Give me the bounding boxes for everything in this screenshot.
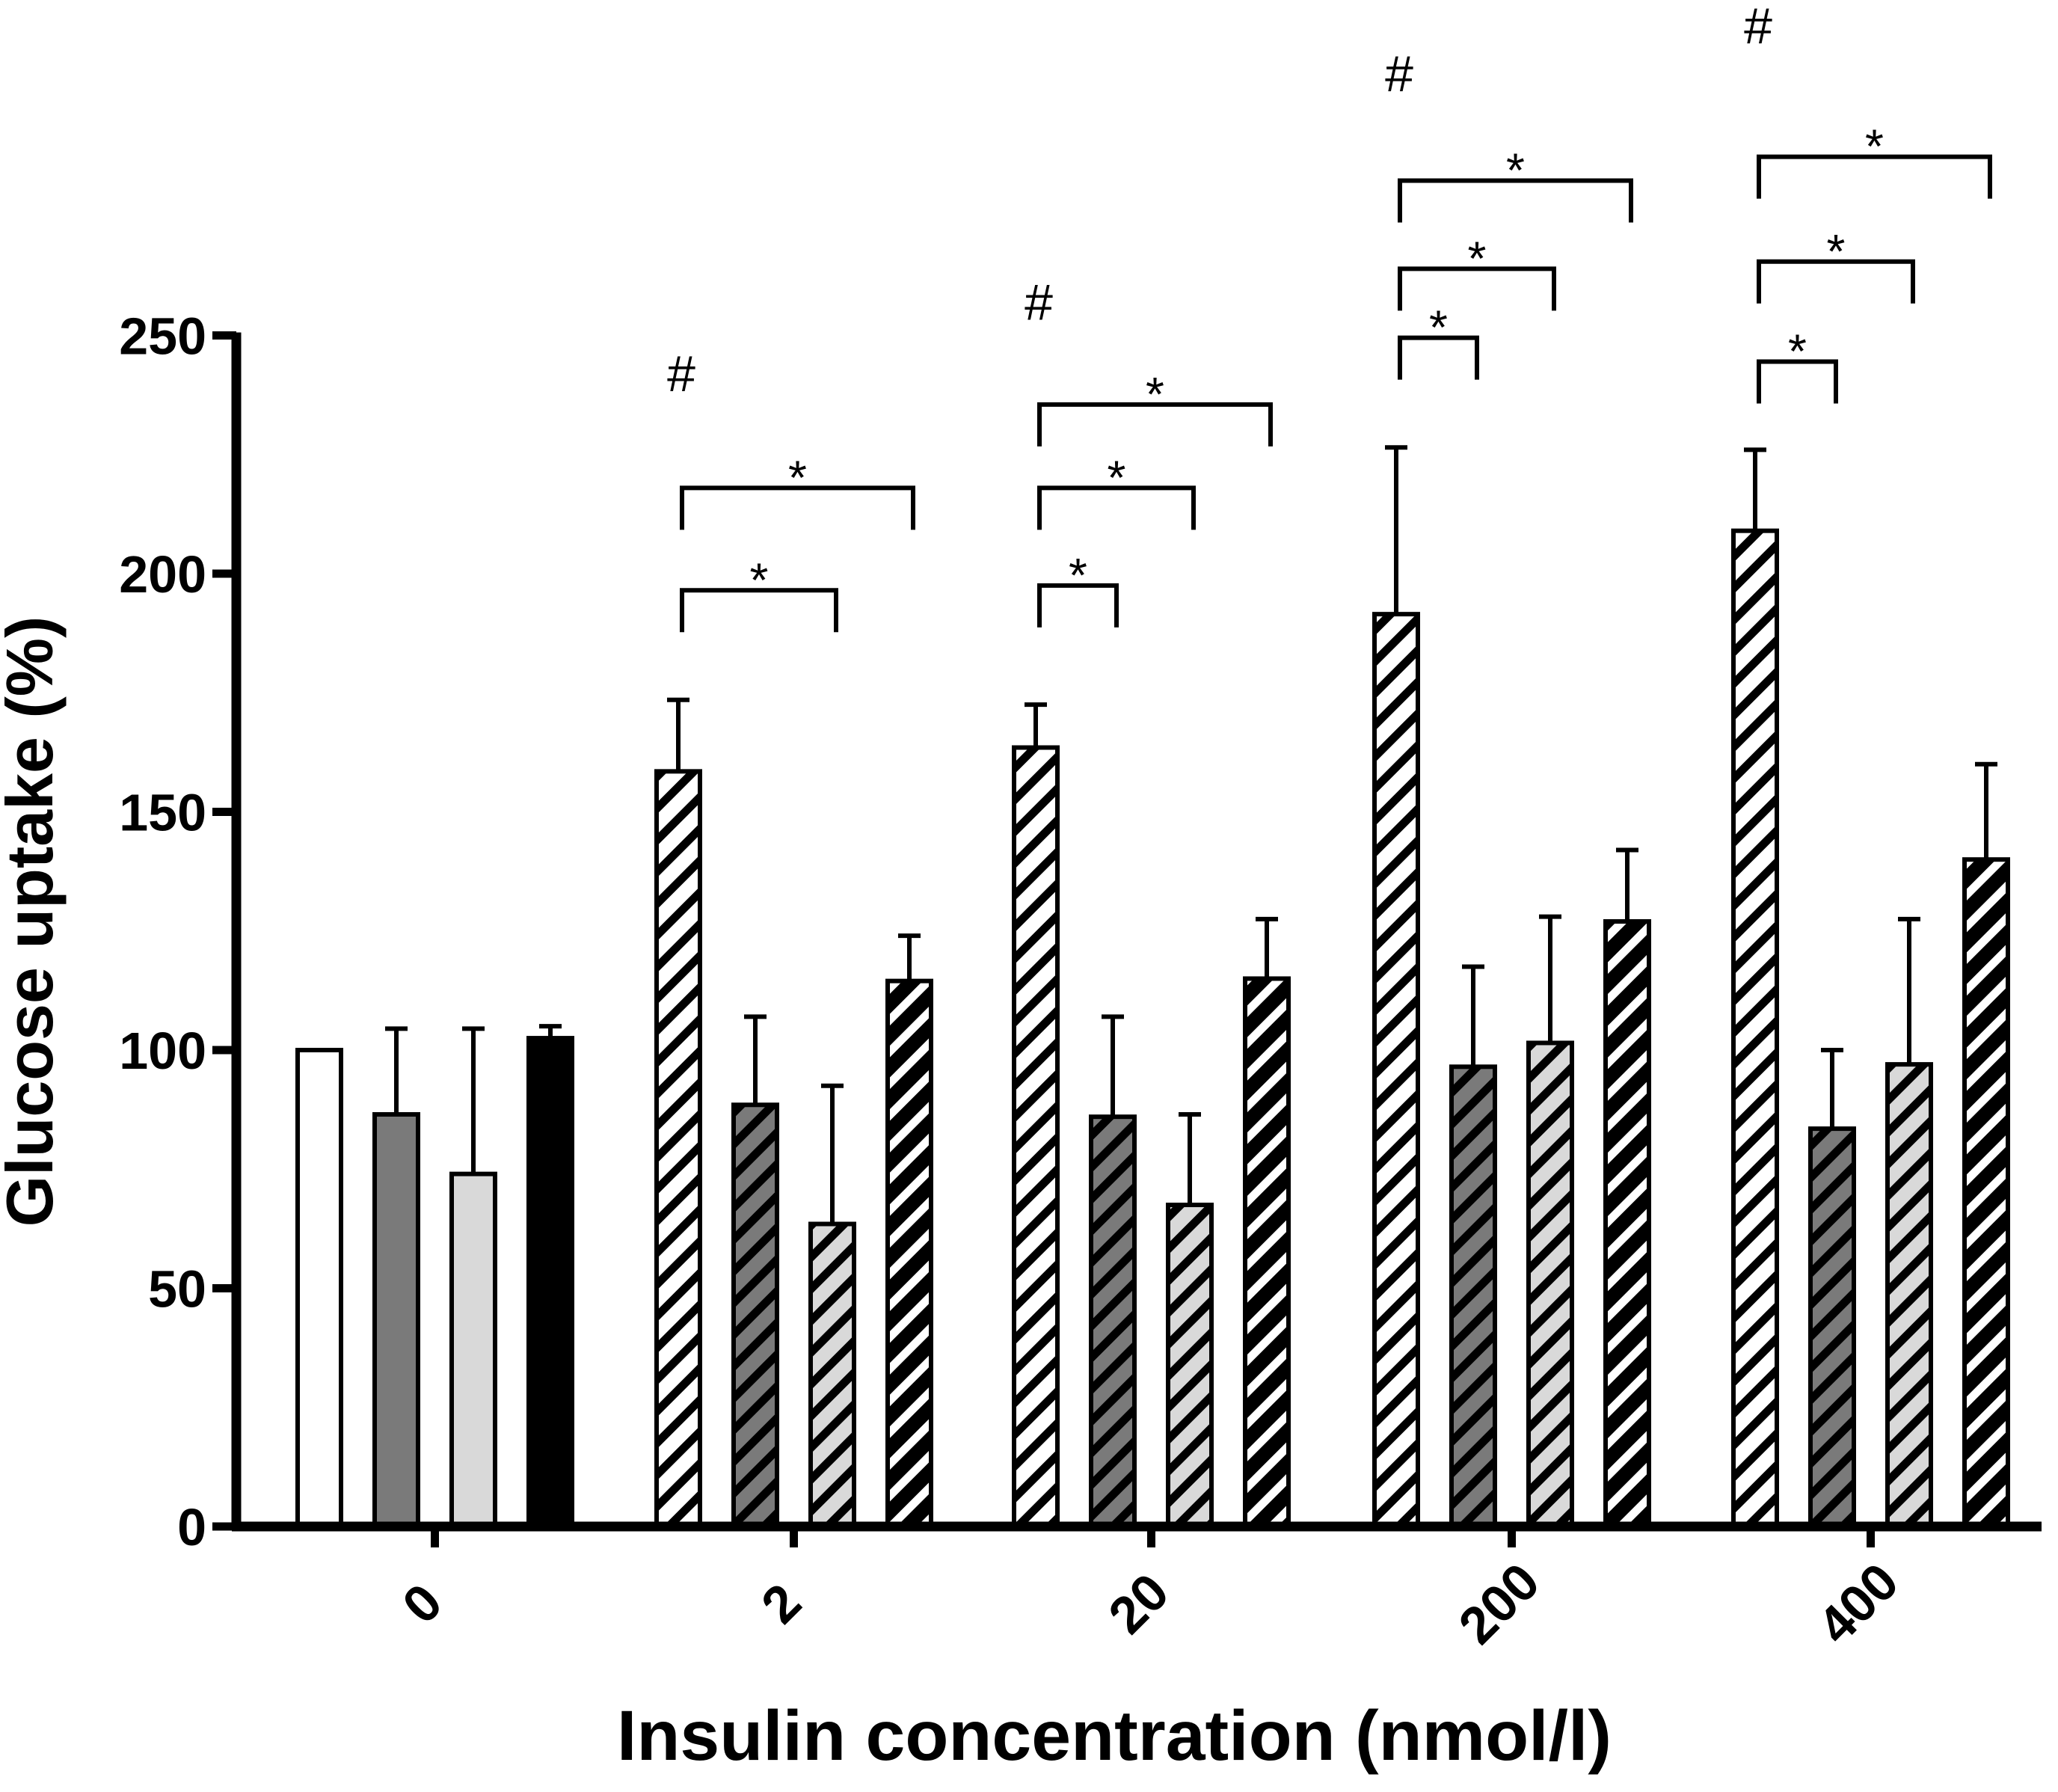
significance-bracket-2 xyxy=(680,485,915,530)
bars-layer xyxy=(295,528,2010,1529)
significance-bracket-6 xyxy=(1398,335,1479,380)
y-tick-label: 100 xyxy=(119,1022,206,1080)
x-tick-label: 0 xyxy=(391,1573,453,1635)
significance-star: * xyxy=(1108,450,1126,504)
error-bars-layer xyxy=(385,445,1997,1224)
bar-20-series-3 xyxy=(1166,1203,1214,1529)
bar-200-series-2 xyxy=(1449,1064,1497,1529)
significance-star: * xyxy=(788,450,807,504)
y-tick-label: 250 xyxy=(119,307,206,366)
significance-star: * xyxy=(1865,120,1884,174)
x-tick-label: 200 xyxy=(1448,1552,1551,1655)
bar-20-series-4 xyxy=(1243,976,1291,1529)
y-tick-label: 50 xyxy=(148,1260,206,1319)
bar-400-series-4 xyxy=(1962,857,2010,1529)
x-axis-title: Insulin concentration (nmol/l) xyxy=(617,1696,1612,1776)
bar-2-series-4 xyxy=(885,978,933,1529)
bar-20-series-2 xyxy=(1089,1114,1137,1529)
bar-2-series-3 xyxy=(808,1221,856,1529)
significance-star: * xyxy=(1827,224,1846,278)
bar-2-series-2 xyxy=(731,1102,779,1529)
bar-0-series-1 xyxy=(295,1048,343,1529)
x-tick-label: 20 xyxy=(1097,1562,1179,1645)
bar-0-series-2 xyxy=(372,1111,420,1529)
significance-star: * xyxy=(1468,231,1487,285)
bar-400-series-1 xyxy=(1731,528,1779,1529)
bar-200-series-4 xyxy=(1603,919,1651,1529)
significance-bracket-4 xyxy=(1037,485,1196,530)
y-tick-label: 150 xyxy=(119,784,206,842)
bar-0-series-3 xyxy=(449,1171,497,1529)
hash-annotation-3: # xyxy=(1385,46,1413,102)
x-tick-label: 400 xyxy=(1807,1552,1910,1655)
bar-200-series-1 xyxy=(1372,612,1420,1529)
significance-bracket-3 xyxy=(1037,583,1119,627)
y-tick-label: 0 xyxy=(177,1498,206,1556)
significance-star: * xyxy=(1788,325,1807,378)
significance-star: * xyxy=(1506,143,1525,197)
bar-200-series-3 xyxy=(1526,1040,1574,1529)
significance-bracket-7 xyxy=(1398,266,1556,311)
bar-0-series-4 xyxy=(526,1036,574,1529)
hash-annotation-1: # xyxy=(667,346,695,402)
bar-2-series-1 xyxy=(654,769,702,1529)
y-tick-label: 200 xyxy=(119,545,206,604)
significance-star: * xyxy=(1069,548,1087,602)
x-tick-label: 2 xyxy=(750,1573,812,1635)
significance-bracket-10 xyxy=(1757,259,1915,304)
hash-annotation-4: # xyxy=(1744,0,1772,55)
hash-annotation-2: # xyxy=(1025,274,1053,331)
significance-layer: * * * * * * * * * * * # # # # xyxy=(667,0,1992,633)
significance-bracket-9 xyxy=(1757,359,1838,404)
y-axis-title: Glucose uptake (%) xyxy=(0,616,67,1227)
significance-bracket-11 xyxy=(1757,154,1992,199)
significance-bracket-8 xyxy=(1398,178,1633,223)
bar-20-series-1 xyxy=(1012,745,1060,1529)
significance-star: * xyxy=(1429,301,1448,355)
bar-400-series-3 xyxy=(1885,1062,1933,1529)
significance-star: * xyxy=(1146,367,1164,421)
significance-bracket-5 xyxy=(1037,402,1273,447)
significance-star: * xyxy=(750,553,769,607)
bar-400-series-2 xyxy=(1808,1126,1856,1529)
significance-bracket-1 xyxy=(680,588,838,633)
